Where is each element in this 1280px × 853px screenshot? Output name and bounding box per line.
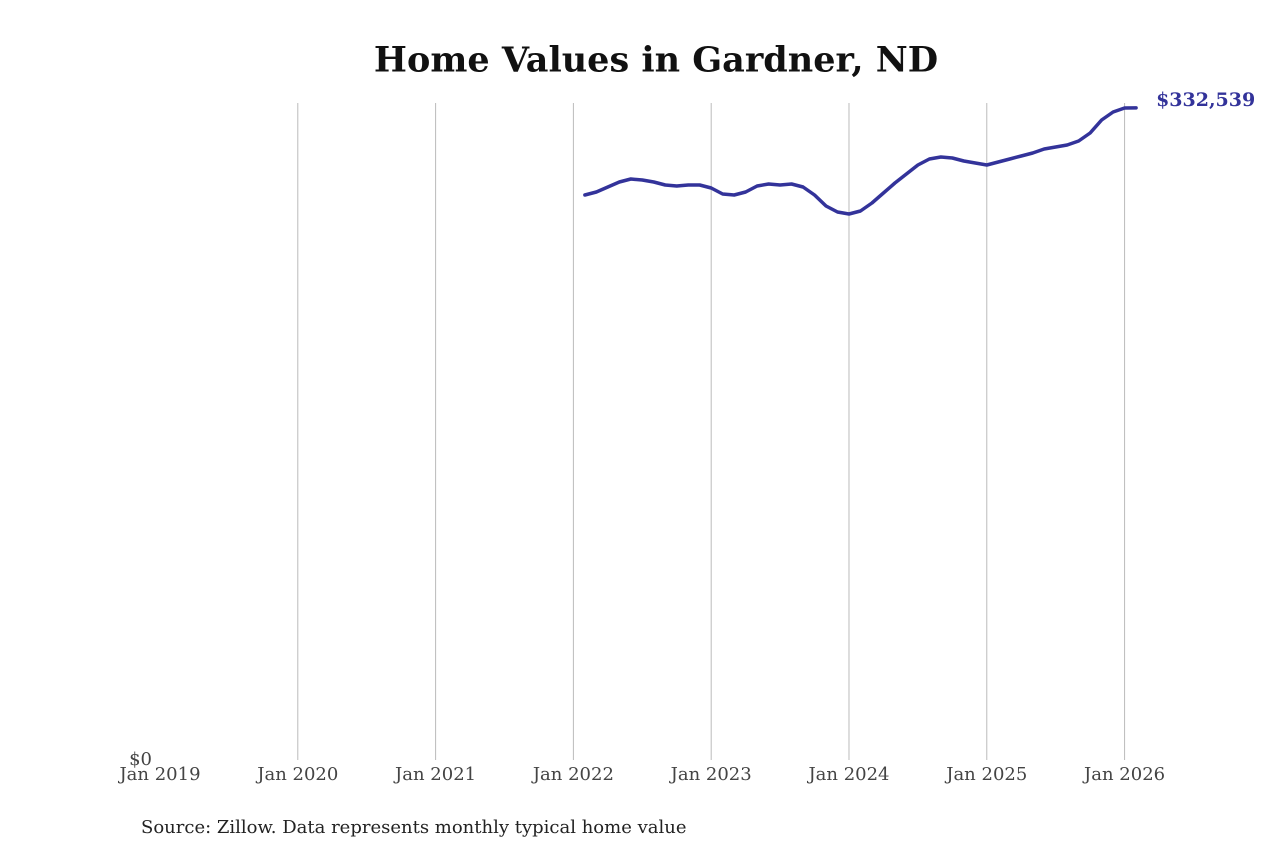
- x-tick-label: Jan 2021: [393, 764, 476, 785]
- x-tick-label: Jan 2025: [944, 764, 1027, 785]
- y-tick-label: $0: [129, 749, 152, 770]
- source-note: Source: Zillow. Data represents monthly …: [141, 817, 687, 838]
- x-tick-label: Jan 2023: [669, 764, 752, 785]
- x-tick-label: Jan 2024: [806, 764, 889, 785]
- x-tick-label: Jan 2022: [531, 764, 614, 785]
- series-line: [583, 106, 1138, 216]
- x-tick-label: Jan 2020: [255, 764, 338, 785]
- chart-title: Home Values in Gardner, ND: [374, 40, 938, 81]
- x-tick-label: Jan 2026: [1082, 764, 1165, 785]
- x-tick-label: Jan 2019: [117, 764, 200, 785]
- value-label: $332,539: [1156, 89, 1255, 111]
